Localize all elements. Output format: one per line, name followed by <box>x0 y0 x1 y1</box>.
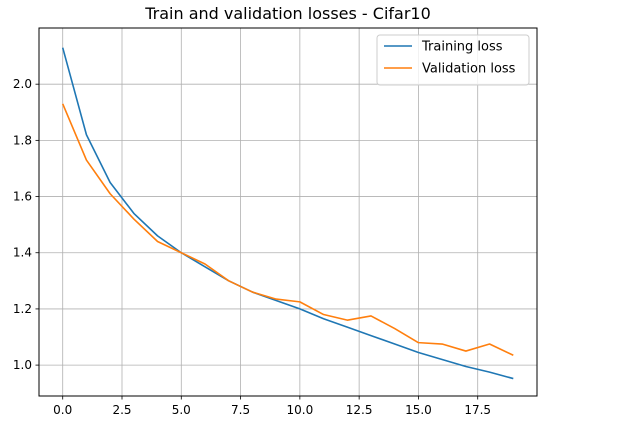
legend-entries: Training loss Validation loss <box>384 40 516 77</box>
y-tick-label: 1.6 <box>13 190 32 204</box>
axis-ticks: 0.0 2.5 5.0 7.5 10.0 12.5 15.0 17.5 1.0 1.2 1.4 1.6… <box>13 77 491 417</box>
grid-lines <box>39 28 537 396</box>
legend-box <box>376 34 530 86</box>
y-tick-label: 1.2 <box>13 302 32 316</box>
plot-area-frame <box>38 27 538 397</box>
x-tick-label: 0.0 <box>53 403 72 417</box>
x-tick-label: 17.5 <box>464 403 491 417</box>
legend: Training loss Validation loss <box>376 34 530 86</box>
y-tick-label: 1.8 <box>13 133 32 147</box>
series-lines <box>61 47 514 380</box>
y-tick-label: 1.4 <box>13 246 32 260</box>
legend-label: Validation loss <box>422 62 516 77</box>
x-tick-label: 12.5 <box>346 403 373 417</box>
series-line-training-loss <box>61 47 514 380</box>
x-tick-label: 10.0 <box>286 403 313 417</box>
x-tick-label: 5.0 <box>172 403 191 417</box>
y-tick-label: 2.0 <box>13 77 32 91</box>
y-tick-label: 1.0 <box>13 358 32 372</box>
x-tick-label: 15.0 <box>405 403 432 417</box>
series-line-validation-loss <box>61 103 514 356</box>
chart-title: Train and validation losses - Cifar10 <box>144 4 431 23</box>
legend-label: Training loss <box>421 40 503 55</box>
x-tick-label: 7.5 <box>231 403 250 417</box>
x-tick-label: 2.5 <box>112 403 131 417</box>
